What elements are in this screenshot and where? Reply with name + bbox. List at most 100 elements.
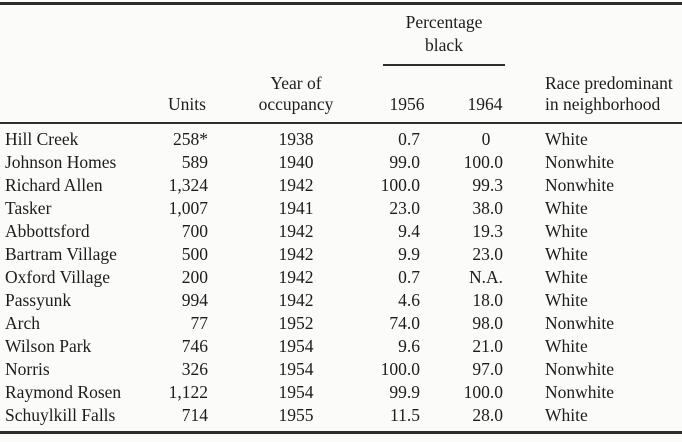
spanner-underline-rule <box>383 64 505 66</box>
cell-race_predominant: Nonwhite <box>545 382 615 402</box>
cell-project_name: Johnson Homes <box>5 152 117 172</box>
cell-year_of_occupancy: 1941 <box>278 198 314 218</box>
column-header-label: 1956 <box>389 94 425 114</box>
column-header-label: 1964 <box>467 94 503 114</box>
cell-pct_black_1956: 99.9 <box>389 382 420 402</box>
column-header-race-predominant: Race predominant in neighborhood <box>526 71 682 122</box>
cell-year_of_occupancy: 1952 <box>278 313 314 333</box>
cell-pct_black_1956: 11.5 <box>390 405 420 425</box>
cell-year_of_occupancy: 1942 <box>278 290 314 310</box>
cell-pct_black_1956: 9.9 <box>398 244 420 264</box>
cell-units: 77 <box>190 313 209 333</box>
column-header-label-line2: occupancy <box>258 94 334 114</box>
cell-pct_black_1964: 100.0 <box>463 382 503 402</box>
cell-pct_black_1956: 9.6 <box>398 336 420 356</box>
cell-pct_black_1964: 19.3 <box>472 221 503 241</box>
cell-pct_black_1956: 74.0 <box>389 313 420 333</box>
cell-year_of_occupancy: 1940 <box>278 152 314 172</box>
cell-project_name: Norris <box>5 359 50 379</box>
cell-pct_black_1964: 100.0 <box>463 152 503 172</box>
table-header-rule <box>0 122 682 124</box>
cell-units: 258* <box>173 129 208 149</box>
cell-units: 1,122 <box>168 382 208 402</box>
cell-project_name: Arch <box>5 313 40 333</box>
cell-project_name: Tasker <box>5 198 52 218</box>
cell-race_predominant: Nonwhite <box>545 175 615 195</box>
cell-race_predominant: White <box>545 221 588 241</box>
cell-project_name: Wilson Park <box>5 336 92 356</box>
table-row: Richard Allen 1,324 1942 100.0 99.3 Nonwhite <box>0 174 682 197</box>
column-header-1964: 1964 <box>444 71 526 122</box>
cell-units: 500 <box>181 244 208 264</box>
cell-pct_black_1956: 100.0 <box>380 359 420 379</box>
cell-race_predominant: White <box>545 267 588 287</box>
cell-pct_black_1956: 4.6 <box>398 290 420 310</box>
cell-pct_black_1956: 100.0 <box>380 175 420 195</box>
cell-year_of_occupancy: 1938 <box>278 129 314 149</box>
table-row: Tasker 1,007 1941 23.0 38.0 White <box>0 197 682 220</box>
cell-units: 1,007 <box>168 198 208 218</box>
cell-units: 714 <box>181 405 208 425</box>
table-bottom-rule <box>0 431 682 434</box>
cell-project_name: Bartram Village <box>5 244 117 264</box>
cell-project_name: Hill Creek <box>5 129 79 149</box>
column-header-year-of-occupancy: Year of occupancy <box>222 71 370 122</box>
column-header-label-line2: in neighborhood <box>545 94 661 114</box>
column-header-label-line1: Race predominant <box>545 73 673 93</box>
cell-pct_black_1964: 98.0 <box>472 313 503 333</box>
cell-pct_black_1964: N.A. <box>468 267 503 287</box>
cell-project_name: Richard Allen <box>5 175 103 195</box>
cell-units: 700 <box>181 221 208 241</box>
cell-year_of_occupancy: 1954 <box>278 382 314 402</box>
table-row: Raymond Rosen 1,122 1954 99.9 100.0 Nonwhite <box>0 381 682 404</box>
table-row: Johnson Homes 589 1940 99.0 100.0 Nonwhite <box>0 151 682 174</box>
cell-race_predominant: White <box>545 405 588 425</box>
cell-units: 746 <box>181 336 208 356</box>
cell-project_name: Passyunk <box>5 290 72 310</box>
table-body: Hill Creek 258* 1938 0.7 0 White Johnson Homes… <box>0 124 682 427</box>
cell-pct_black_1964: 21.0 <box>472 336 503 356</box>
table-header: Percentage black Units Year of occupancy… <box>0 5 682 122</box>
column-header-units: Units <box>152 71 222 122</box>
column-group-percentage-black: Percentage black <box>370 5 526 71</box>
cell-pct_black_1956: 9.4 <box>398 221 420 241</box>
cell-units: 994 <box>181 290 208 310</box>
cell-race_predominant: White <box>545 290 588 310</box>
cell-units: 589 <box>181 152 208 172</box>
table-row: Abbottsford 700 1942 9.4 19.3 White <box>0 220 682 243</box>
cell-race_predominant: Nonwhite <box>545 359 615 379</box>
spanner-label-line1: Percentage <box>405 12 483 32</box>
cell-pct_black_1964: 18.0 <box>472 290 503 310</box>
cell-pct_black_1964: 97.0 <box>472 359 503 379</box>
cell-year_of_occupancy: 1942 <box>278 244 314 264</box>
cell-year_of_occupancy: 1942 <box>278 267 314 287</box>
cell-project_name: Raymond Rosen <box>5 382 122 402</box>
cell-pct_black_1956: 0.7 <box>398 129 420 149</box>
cell-pct_black_1964: 0 <box>481 129 491 149</box>
table-top-rule <box>0 2 682 5</box>
cell-pct_black_1964: 23.0 <box>472 244 503 264</box>
cell-project_name: Schuylkill Falls <box>5 405 116 425</box>
cell-year_of_occupancy: 1942 <box>278 221 314 241</box>
table-row: Norris 326 1954 100.0 97.0 Nonwhite <box>0 358 682 381</box>
cell-year_of_occupancy: 1942 <box>278 175 314 195</box>
cell-pct_black_1964: 99.3 <box>472 175 503 195</box>
cell-race_predominant: White <box>545 129 588 149</box>
cell-pct_black_1964: 38.0 <box>472 198 503 218</box>
cell-year_of_occupancy: 1955 <box>278 405 314 425</box>
table-row: Oxford Village 200 1942 0.7 N.A. White <box>0 266 682 289</box>
cell-pct_black_1956: 99.0 <box>389 152 420 172</box>
cell-pct_black_1964: 28.0 <box>472 405 503 425</box>
column-header-label-line1: Year of <box>270 73 322 93</box>
spanner-label-line2: black <box>425 35 463 55</box>
cell-race_predominant: Nonwhite <box>545 152 615 172</box>
table-row: Arch 77 1952 74.0 98.0 Nonwhite <box>0 312 682 335</box>
table-row: Bartram Village 500 1942 9.9 23.0 White <box>0 243 682 266</box>
cell-year_of_occupancy: 1954 <box>278 336 314 356</box>
table-row: Schuylkill Falls 714 1955 11.5 28.0 White <box>0 404 682 427</box>
table-row: Passyunk 994 1942 4.6 18.0 White <box>0 289 682 312</box>
cell-pct_black_1956: 23.0 <box>389 198 420 218</box>
cell-units: 1,324 <box>168 175 208 195</box>
cell-units: 200 <box>181 267 208 287</box>
